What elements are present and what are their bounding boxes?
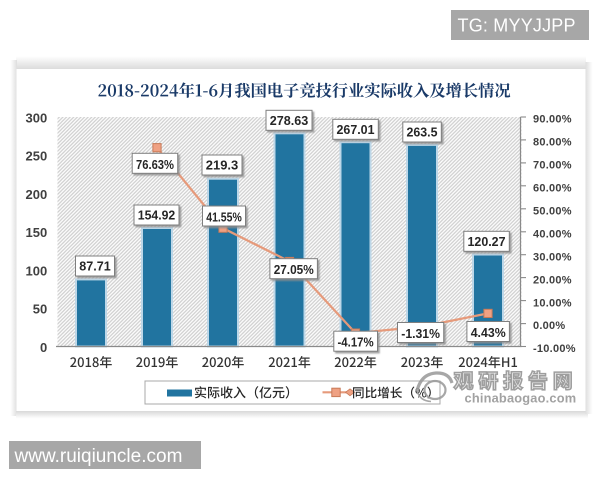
svg-text:4.43%: 4.43% xyxy=(471,325,506,340)
svg-text:90.00%: 90.00% xyxy=(533,114,572,126)
svg-text:80.00%: 80.00% xyxy=(533,137,572,149)
svg-text:263.5: 263.5 xyxy=(407,125,438,140)
svg-text:41.55%: 41.55% xyxy=(206,210,242,225)
svg-text:76.63%: 76.63% xyxy=(136,157,174,172)
svg-text:154.92: 154.92 xyxy=(138,208,176,223)
svg-text:50: 50 xyxy=(33,302,47,317)
svg-text:-4.17%: -4.17% xyxy=(338,335,375,350)
svg-text:250: 250 xyxy=(25,149,47,164)
svg-text:20.00%: 20.00% xyxy=(533,274,572,286)
svg-text:30.00%: 30.00% xyxy=(533,251,572,263)
svg-text:100: 100 xyxy=(25,263,47,278)
svg-text:www.ruiqiuncle.com: www.ruiqiuncle.com xyxy=(14,446,183,467)
svg-text:TG: MYYJJPP: TG: MYYJJPP xyxy=(458,16,576,36)
svg-text:278.63: 278.63 xyxy=(270,113,309,128)
svg-text:50.00%: 50.00% xyxy=(533,206,572,218)
svg-text:219.3: 219.3 xyxy=(206,158,239,173)
svg-text:27.05%: 27.05% xyxy=(274,262,314,277)
svg-text:87.71: 87.71 xyxy=(79,259,111,274)
svg-text:150: 150 xyxy=(25,225,47,240)
svg-text:-1.31%: -1.31% xyxy=(401,326,440,341)
svg-text:120.27: 120.27 xyxy=(468,234,506,249)
svg-text:200: 200 xyxy=(25,187,47,202)
svg-text:0.00%: 0.00% xyxy=(533,320,565,332)
svg-text:267.01: 267.01 xyxy=(337,122,375,137)
svg-text:chinabaogao.com: chinabaogao.com xyxy=(465,390,577,405)
svg-text:-10.00%: -10.00% xyxy=(533,343,576,355)
svg-text:300: 300 xyxy=(25,110,47,125)
svg-text:60.00%: 60.00% xyxy=(533,183,572,195)
svg-text:70.00%: 70.00% xyxy=(533,160,572,172)
svg-text:10.00%: 10.00% xyxy=(533,297,572,309)
svg-text:0: 0 xyxy=(40,340,47,355)
svg-text:40.00%: 40.00% xyxy=(533,228,572,240)
